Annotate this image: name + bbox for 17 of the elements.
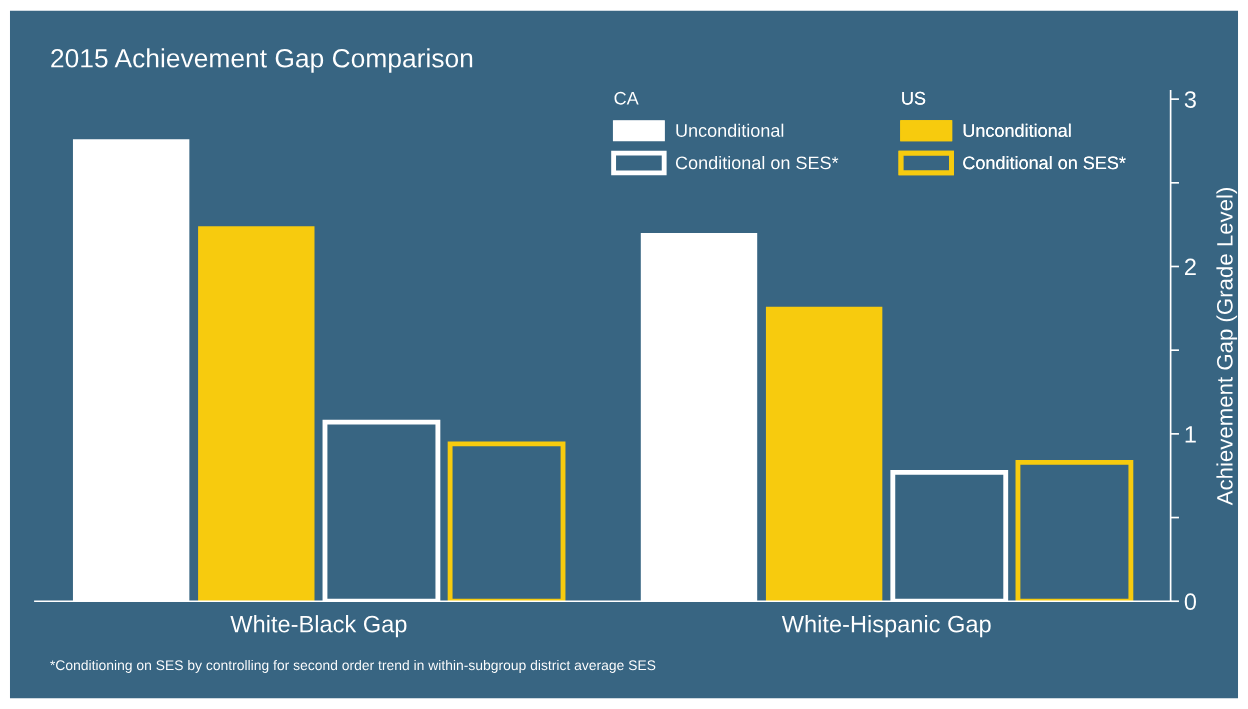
chart-title: 2015 Achievement Gap Comparison [51, 48, 473, 73]
legend-label: Conditional on SES* [963, 155, 1126, 170]
y-tick-label: 0 [1184, 593, 1197, 611]
legend-label: Unconditional [963, 123, 1071, 137]
y-axis-title: Achievement Gap (Grade Level) [1216, 188, 1238, 506]
legend-label: Conditional on SES* [675, 155, 839, 170]
bar [198, 226, 315, 602]
x-tick-label: White-Black Gap [230, 615, 407, 638]
text: *Conditioning on SES by controlling for second order trend in within-subgroup district average SES [50, 659, 656, 673]
annotation: US [902, 91, 926, 105]
bar [765, 306, 883, 602]
legend-label: Unconditional [676, 123, 784, 137]
y-tick-label: 2 [1185, 258, 1196, 276]
y-tick-label: 1 [1185, 426, 1196, 443]
x-tick-label: White-Hispanic Gap [781, 615, 991, 638]
annotation: CA [614, 91, 639, 105]
y-tick-label: 3 [1184, 91, 1196, 108]
